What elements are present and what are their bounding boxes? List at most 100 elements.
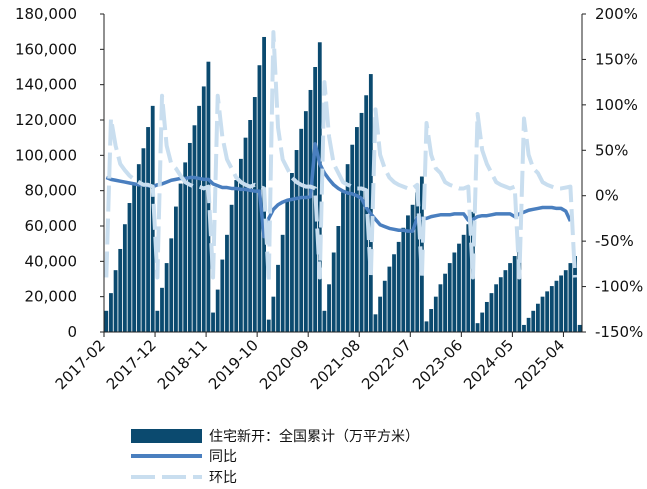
bar-new-starts [364, 95, 369, 333]
bar-new-starts [201, 86, 206, 333]
bar-new-starts [443, 273, 447, 332]
bar-new-starts [308, 89, 313, 332]
bar-new-starts [563, 270, 568, 332]
bar-new-starts [187, 142, 192, 332]
bar-new-starts [322, 310, 327, 332]
bar-new-starts [429, 309, 434, 332]
x-tick-label: 2018-11 [154, 336, 211, 393]
bar-new-starts [484, 301, 489, 332]
bar-new-starts [466, 224, 471, 332]
bar-new-starts [113, 270, 118, 332]
left-tick-label: 40,000 [25, 252, 78, 270]
bar-new-starts [554, 280, 559, 332]
bar-new-starts [155, 310, 160, 332]
right-tick-label: -150% [595, 323, 643, 341]
bar-new-starts [540, 296, 545, 332]
left-tick-label: 160,000 [15, 40, 77, 58]
bar-series-new-starts [104, 36, 582, 333]
bar-new-starts [331, 252, 336, 332]
bar-new-starts [280, 234, 285, 332]
bar-new-starts [545, 291, 550, 332]
bar-new-starts [276, 264, 280, 332]
x-tick-label: 2025-04 [511, 336, 568, 393]
left-tick-label: 100,000 [15, 146, 77, 164]
bar-new-starts [475, 323, 480, 332]
bar-new-starts [522, 324, 526, 332]
x-tick-label: 2024-05 [460, 336, 517, 393]
bar-new-starts [290, 173, 294, 332]
left-tick-label: 60,000 [25, 217, 78, 235]
bar-new-starts [494, 284, 499, 332]
bar-new-starts [285, 199, 290, 332]
bar-new-starts [368, 74, 373, 332]
bar-new-starts [220, 259, 225, 332]
left-tick-label: 20,000 [25, 288, 78, 306]
bar-new-starts [373, 314, 378, 332]
bar-new-starts [234, 180, 239, 332]
x-tick-label: 2021-08 [307, 336, 364, 393]
bar-new-starts [118, 248, 123, 332]
x-tick-label: 2023-06 [409, 336, 466, 393]
bar-new-starts [336, 226, 341, 332]
bar-new-starts [350, 144, 355, 332]
bar-new-starts [174, 206, 178, 332]
bar-new-starts [568, 263, 573, 332]
bar-new-starts [160, 287, 164, 332]
bar-new-starts [104, 310, 109, 332]
bar-new-starts [132, 183, 137, 332]
bar-new-starts [378, 296, 383, 332]
bar-new-starts [401, 227, 406, 332]
bar-new-starts [266, 319, 271, 332]
bar-new-starts [559, 275, 564, 332]
legend-label: 环比 [209, 470, 237, 486]
x-tick-label: 2020-09 [256, 336, 313, 393]
bar-new-starts [508, 263, 512, 332]
line-series-mom [104, 30, 578, 285]
right-tick-label: -50% [595, 232, 634, 250]
left-tick-label: 180,000 [15, 5, 77, 23]
right-tick-label: 100% [595, 96, 638, 114]
right-tick-label: 50% [595, 141, 628, 159]
bar-new-starts [136, 164, 141, 332]
bar-new-starts [192, 125, 197, 332]
bar-new-starts [109, 293, 113, 332]
bar-new-starts [327, 284, 331, 332]
bar-new-starts [317, 42, 322, 333]
bar-new-starts [271, 296, 276, 332]
bar-new-starts [248, 120, 253, 332]
bar-new-starts [359, 112, 364, 333]
left-tick-label: 80,000 [25, 182, 78, 200]
bar-new-starts [480, 312, 485, 332]
bar-new-starts [526, 317, 531, 332]
bar-new-starts [577, 324, 582, 332]
bar-new-starts [169, 238, 174, 332]
bar-new-starts [238, 158, 243, 332]
right-tick-label: 150% [595, 50, 638, 68]
bar-new-starts [457, 243, 461, 332]
bar-new-starts [512, 256, 517, 332]
bar-new-starts [433, 296, 438, 332]
legend-swatch-bar [131, 429, 202, 443]
bar-new-starts [303, 111, 308, 332]
bar-new-starts [424, 321, 429, 332]
bar-new-starts [535, 303, 540, 332]
bar-new-starts [489, 293, 494, 332]
bar-new-starts [461, 234, 466, 332]
bar-new-starts [392, 254, 396, 332]
bar-new-starts [382, 280, 387, 332]
bar-new-starts [141, 148, 146, 332]
bar-new-starts [299, 128, 304, 332]
bar-new-starts [127, 203, 132, 332]
legend-label: 同比 [209, 449, 237, 465]
bar-new-starts [452, 252, 457, 332]
bar-new-starts [197, 105, 202, 333]
bar-new-starts [415, 192, 420, 332]
bar-new-starts [252, 97, 257, 332]
bar-new-starts [396, 241, 401, 332]
x-tick-label: 2019-10 [205, 336, 262, 393]
bar-new-starts [549, 286, 554, 332]
bar-new-starts [229, 204, 234, 332]
bar-new-starts [211, 312, 215, 332]
